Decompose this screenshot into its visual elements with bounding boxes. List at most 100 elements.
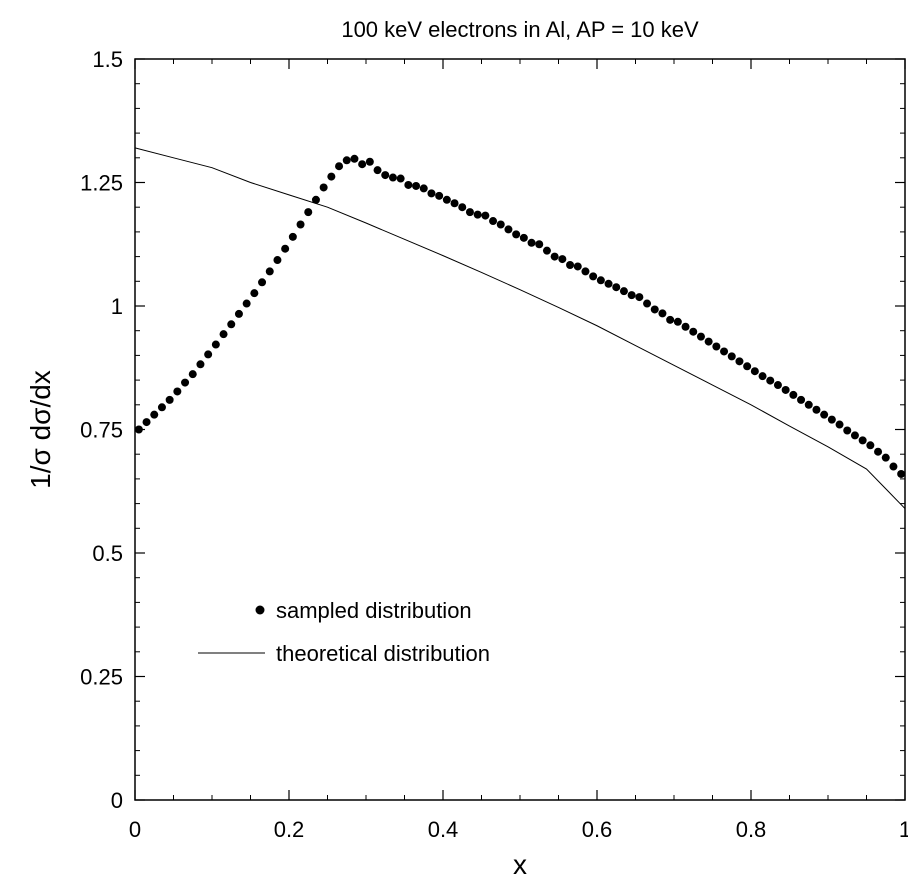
sampled-point [450, 199, 459, 208]
sampled-point [758, 372, 767, 381]
sampled-point [204, 350, 213, 359]
sampled-point [612, 283, 621, 292]
sampled-point [643, 299, 652, 308]
legend-label-theoretical: theoretical distribution [276, 641, 490, 666]
sampled-point [789, 390, 798, 399]
sampled-point [296, 220, 305, 229]
sampled-point [897, 469, 906, 478]
sampled-point [311, 195, 320, 204]
sampled-point [504, 225, 513, 234]
sampled-point [535, 240, 544, 249]
sampled-point [234, 309, 243, 318]
sampled-point [650, 305, 659, 314]
sampled-point [258, 278, 267, 287]
sampled-point [365, 157, 374, 166]
sampled-point [150, 410, 159, 419]
sampled-point [566, 260, 575, 269]
sampled-point [304, 208, 313, 217]
sampled-point [173, 387, 182, 396]
sampled-point [435, 191, 444, 200]
sampled-point [496, 220, 505, 229]
sampled-point [512, 230, 521, 239]
sampled-point [712, 342, 721, 351]
sampled-point [281, 244, 290, 253]
y-tick-label: 0 [111, 788, 123, 813]
sampled-point [573, 262, 582, 271]
sampled-point [542, 246, 551, 255]
sampled-point [750, 367, 759, 376]
sampled-point [550, 252, 559, 261]
sampled-point [227, 320, 236, 329]
sampled-point [727, 352, 736, 361]
sampled-point [604, 279, 613, 288]
sampled-point [404, 180, 413, 189]
y-tick-label: 0.25 [80, 665, 123, 690]
sampled-point [188, 370, 197, 379]
axis-ticks: 0 0.2 0.4 0.6 0.8 1 0 0.25 0.5 0.75 1 1.25 1.5 [80, 47, 908, 842]
sampled-point [874, 447, 883, 456]
sampled-point [273, 256, 282, 265]
sampled-point [265, 267, 274, 276]
sampled-point [797, 395, 806, 404]
x-tick-label: 1 [899, 817, 908, 842]
sampled-point [165, 395, 174, 404]
sampled-point [242, 299, 251, 308]
sampled-point [581, 267, 590, 276]
y-tick-label: 1.5 [92, 47, 123, 72]
sampled-point [858, 436, 867, 445]
sampled-point [481, 211, 490, 220]
y-tick-label: 0.5 [92, 541, 123, 566]
sampled-point [812, 405, 821, 414]
sampled-point [681, 322, 690, 331]
x-tick-label: 0.4 [428, 817, 459, 842]
sampled-point [720, 347, 729, 356]
sampled-point [288, 232, 297, 241]
sampled-point [881, 453, 890, 462]
sampled-point [773, 381, 782, 390]
sampled-point [350, 154, 359, 163]
y-tick-label: 1.25 [80, 171, 123, 196]
legend: sampled distribution theoretical distrib… [198, 598, 490, 666]
y-axis-title: 1/σ dσ/dx [25, 370, 56, 489]
sampled-point [835, 420, 844, 429]
sampled-point [781, 385, 790, 394]
sampled-point [335, 162, 344, 171]
x-tick-label: 0.6 [582, 817, 613, 842]
sampled-point [134, 425, 143, 434]
sampled-point [596, 276, 605, 285]
sampled-point [373, 166, 382, 175]
sampled-point [666, 315, 675, 324]
sampled-point [142, 418, 151, 427]
sampled-point [889, 462, 898, 471]
sampled-point [196, 360, 205, 369]
chart-title: 100 keV electrons in Al, AP = 10 keV [341, 17, 699, 42]
sampled-point [820, 410, 829, 419]
sampled-point [673, 317, 682, 326]
sampled-point [850, 431, 859, 440]
y-tick-label: 1 [111, 294, 123, 319]
sampled-point [211, 340, 220, 349]
sampled-point [804, 400, 813, 409]
sampled-point [735, 357, 744, 366]
sampled-point [388, 173, 397, 182]
sampled-point [458, 203, 467, 212]
sampled-point [527, 238, 536, 247]
sampled-point [250, 289, 259, 298]
sampled-point [412, 181, 421, 190]
sampled-point [519, 233, 528, 242]
legend-marker-sampled [255, 605, 265, 615]
sampled-point [465, 208, 474, 217]
sampled-point [689, 327, 698, 336]
sampled-point [157, 403, 166, 412]
sampled-point [704, 337, 713, 346]
theoretical-line [134, 147, 906, 509]
sampled-point [473, 210, 482, 219]
sampled-point [743, 362, 752, 371]
x-axis-title: x [513, 849, 527, 880]
sampled-point [635, 293, 644, 302]
sampled-point [843, 426, 852, 435]
sampled-point [766, 376, 775, 385]
x-tick-label: 0.2 [274, 817, 305, 842]
sampled-point [619, 287, 628, 296]
